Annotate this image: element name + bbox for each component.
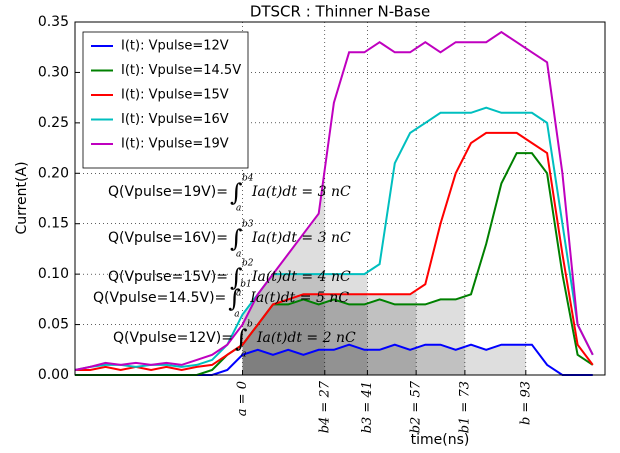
x-axis-label: time(ns) <box>411 432 470 448</box>
annotation-text: Q(Vpulse=14.5V)= <box>93 290 226 306</box>
annotation-upper: b1 <box>240 280 252 290</box>
integral-area <box>242 169 325 375</box>
series-line <box>74 106 594 371</box>
x-tick-label: b2 = 57 <box>409 380 424 433</box>
annotation-integrand: Ia(t)dt = 5 nC <box>249 290 349 306</box>
annotation-integrand: Ia(t)dt = 3 nC <box>251 230 351 246</box>
y-tick-label: 0.15 <box>38 216 69 232</box>
y-tick-label: 0.25 <box>38 115 69 131</box>
series-line <box>74 30 594 371</box>
legend-label: I(t): Vpulse=19V <box>121 137 229 152</box>
annotation-lower: a <box>236 289 241 299</box>
integral-area <box>242 290 417 375</box>
y-tick-label: 0.35 <box>38 14 69 30</box>
x-tick-label: b3 = 41 <box>360 381 375 433</box>
x-tick-label: b1 = 73 <box>457 381 472 433</box>
legend-label: I(t): Vpulse=16V <box>121 112 229 127</box>
annotation-upper: b3 <box>242 220 254 230</box>
x-tick-label: a = 0 <box>235 381 250 416</box>
annotation-integral: ∫ <box>228 285 241 313</box>
y-tick-label: 0.20 <box>38 165 69 181</box>
integral-area <box>242 296 465 375</box>
annotation-integral: ∫ <box>230 264 243 292</box>
annotation-text: Q(Vpulse=16V)= <box>108 230 228 246</box>
y-tick-label: 0.05 <box>38 317 69 333</box>
annotation-integral: ∫ <box>235 325 248 353</box>
annotation-text: Q(Vpulse=12V)= <box>113 330 233 346</box>
chart-title: DTSCR : Thinner N-Base <box>250 3 430 21</box>
annotation-integrand: Ia(t)dt = 3 nC <box>251 184 351 200</box>
legend-label: I(t): Vpulse=14.5V <box>121 63 241 78</box>
x-tick-label: b = 93 <box>518 381 533 425</box>
y-tick-label: 0.30 <box>38 64 69 80</box>
annotation-integrand: Ia(t)dt = 2 nC <box>256 330 356 346</box>
annotation-upper: b2 <box>242 259 254 269</box>
annotation-lower: a <box>236 250 241 260</box>
annotation-lower: a <box>236 204 241 214</box>
annotation-integral: ∫ <box>230 225 243 253</box>
annotation-text: Q(Vpulse=15V)= <box>108 269 228 285</box>
annotation-upper: b4 <box>242 174 254 184</box>
annotation-lower: a <box>241 350 246 360</box>
legend-label: I(t): Vpulse=12V <box>121 39 229 54</box>
x-tick-label: b4 = 27 <box>317 380 332 433</box>
annotation-integrand: Ia(t)dt = 4 nC <box>251 269 351 285</box>
annotation-integral: ∫ <box>230 179 243 207</box>
legend-box <box>82 31 249 169</box>
annotation-text: Q(Vpulse=19V)= <box>108 184 228 200</box>
annotation-lower: a <box>234 310 239 320</box>
annotation-upper: b <box>247 320 253 330</box>
plot-frame <box>74 21 606 376</box>
series-line <box>75 131 594 372</box>
y-tick-label: 0.00 <box>38 367 69 383</box>
y-tick-label: 0.10 <box>38 266 69 282</box>
legend-label: I(t): Vpulse=15V <box>121 88 229 103</box>
y-axis-label: Current(A) <box>14 161 30 234</box>
